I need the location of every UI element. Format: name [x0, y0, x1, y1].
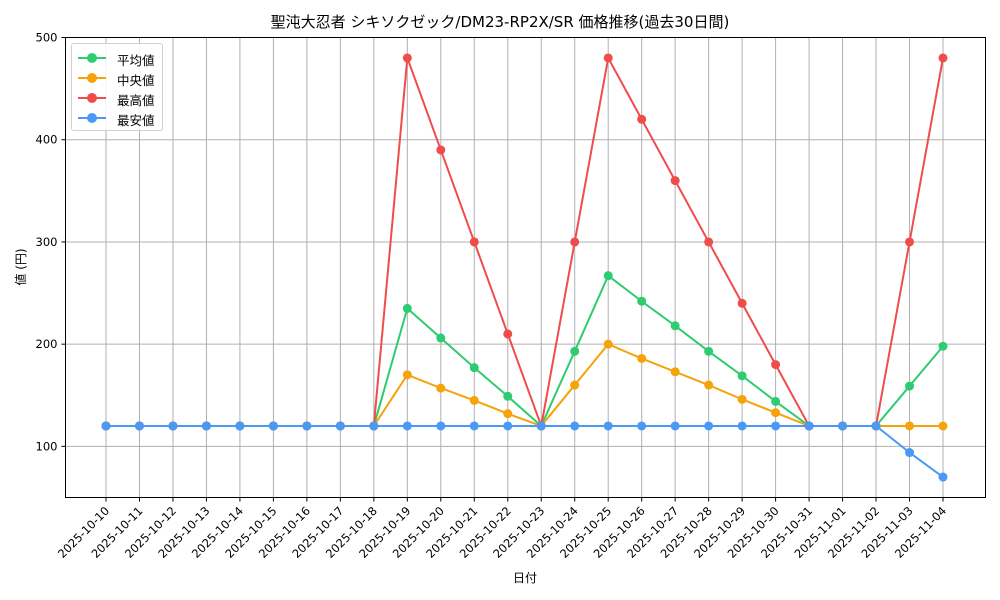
data-point: [201, 421, 211, 431]
data-point: [871, 421, 881, 431]
data-point: [603, 339, 613, 349]
data-point: [804, 421, 814, 431]
data-point: [101, 421, 111, 431]
data-point: [905, 237, 915, 247]
data-point: [737, 421, 747, 431]
data-point: [905, 421, 915, 431]
data-point: [938, 421, 948, 431]
data-point: [670, 367, 680, 377]
data-point: [938, 53, 948, 63]
data-point: [938, 472, 948, 482]
data-point: [737, 298, 747, 308]
y-tick-label: 500: [36, 31, 58, 45]
data-point: [938, 341, 948, 351]
data-point: [402, 303, 412, 313]
data-point: [168, 421, 178, 431]
data-point: [771, 396, 781, 406]
y-tick-label: 300: [36, 235, 58, 249]
data-point: [704, 421, 714, 431]
data-point: [469, 421, 479, 431]
y-tick-label: 100: [36, 439, 58, 453]
data-point: [268, 421, 278, 431]
data-point: [570, 237, 580, 247]
data-point: [469, 237, 479, 247]
data-point: [637, 353, 647, 363]
data-point: [771, 360, 781, 370]
data-point: [402, 370, 412, 380]
data-point: [838, 421, 848, 431]
data-point: [369, 421, 379, 431]
data-point: [335, 421, 345, 431]
data-point: [637, 296, 647, 306]
legend-marker-icon: [87, 93, 97, 103]
data-point: [503, 409, 513, 419]
data-point: [670, 321, 680, 331]
data-point: [570, 421, 580, 431]
data-point: [771, 421, 781, 431]
legend-item-average: 平均値: [72, 48, 162, 68]
data-point: [469, 363, 479, 373]
data-point: [536, 421, 546, 431]
data-point: [402, 53, 412, 63]
data-point: [134, 421, 144, 431]
data-point: [670, 176, 680, 186]
legend-marker-icon: [87, 53, 97, 63]
legend-marker-icon: [87, 73, 97, 83]
y-tick-label: 200: [36, 337, 58, 351]
x-axis-ticks: 2025-10-102025-10-112025-10-122025-10-13…: [55, 497, 949, 561]
legend-label: 最安値: [117, 113, 155, 128]
data-point: [704, 346, 714, 356]
series-average: [101, 271, 948, 431]
data-point: [603, 271, 613, 281]
data-point: [436, 421, 446, 431]
legend-label: 中央値: [117, 73, 155, 88]
data-point: [436, 333, 446, 343]
data-point: [503, 329, 513, 339]
data-point: [436, 145, 446, 155]
data-point: [503, 421, 513, 431]
series-median: [101, 339, 948, 431]
plot-frame: [65, 37, 986, 498]
y-axis-label: 値 (円): [13, 248, 28, 285]
y-axis-ticks: 100 200 300 400 500: [36, 31, 66, 453]
data-point: [670, 421, 680, 431]
data-point: [603, 53, 613, 63]
data-point: [737, 371, 747, 381]
data-point: [302, 421, 312, 431]
data-point: [704, 380, 714, 390]
legend-label: 平均値: [117, 53, 155, 68]
chart-title: 聖沌大忍者 シキソクゼック/DM23-RP2X/SR 価格推移(過去30日間): [270, 13, 730, 31]
data-point: [771, 408, 781, 418]
data-point: [235, 421, 245, 431]
data-point: [637, 114, 647, 124]
legend-label: 最高値: [117, 93, 155, 108]
data-point: [402, 421, 412, 431]
data-point: [603, 421, 613, 431]
data-point: [637, 421, 647, 431]
data-point: [905, 448, 915, 458]
data-point: [503, 391, 513, 401]
data-point: [905, 381, 915, 391]
legend-item-min: 最安値: [72, 108, 162, 128]
legend-item-median: 中央値: [72, 68, 162, 88]
y-tick-label: 400: [36, 133, 58, 147]
legend-marker-icon: [87, 113, 97, 123]
grid-lines: [65, 37, 986, 498]
x-axis-label: 日付: [513, 571, 537, 585]
data-point: [469, 395, 479, 405]
legend-item-max: 最高値: [72, 88, 162, 108]
data-point: [737, 394, 747, 404]
series-min: [101, 421, 948, 482]
series-layer: [101, 53, 948, 482]
legend: 平均値中央値最高値最安値: [71, 43, 163, 131]
data-point: [570, 346, 580, 356]
data-point: [704, 237, 714, 247]
data-point: [570, 380, 580, 390]
data-point: [436, 383, 446, 393]
